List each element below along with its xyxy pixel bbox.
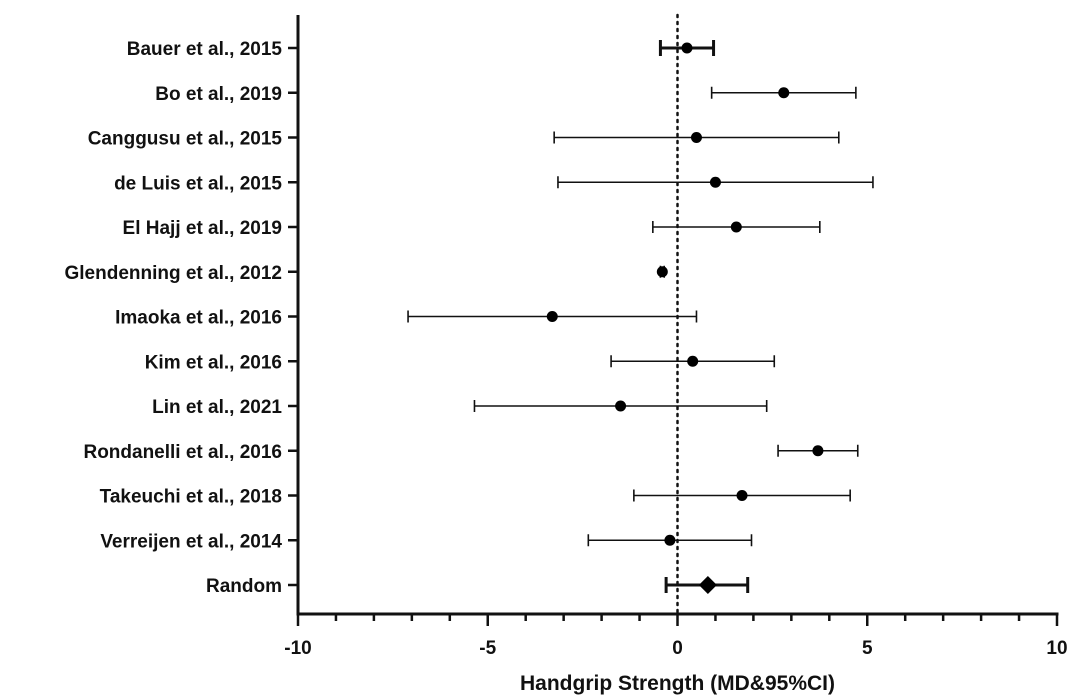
effect-point <box>812 445 824 457</box>
study-label: Lin et al., 2021 <box>152 397 282 418</box>
pooled-diamond <box>698 576 717 594</box>
effect-point <box>778 87 790 99</box>
x-tick-label: -10 <box>284 638 311 659</box>
study-label: de Luis et al., 2015 <box>114 173 282 194</box>
study-label: Kim et al., 2016 <box>145 352 282 373</box>
study-label: Canggusu et al., 2015 <box>88 129 283 150</box>
effect-point <box>615 400 627 412</box>
study-label: Verreijen et al., 2014 <box>100 531 282 552</box>
effect-point <box>690 132 702 143</box>
effect-point <box>736 490 748 501</box>
effect-point <box>681 42 693 54</box>
x-tick-label: 0 <box>672 638 683 659</box>
effect-point <box>709 176 721 188</box>
x-tick-label: -5 <box>479 638 496 659</box>
study-label: Imaoka et al., 2016 <box>115 308 282 329</box>
study-label: Bo et al., 2019 <box>155 84 282 105</box>
x-tick-label: 10 <box>1046 638 1067 659</box>
study-label: El Hajj et al., 2019 <box>123 218 282 239</box>
effect-point <box>687 355 699 367</box>
effect-point <box>656 266 668 278</box>
effect-point <box>730 221 742 233</box>
study-label: Bauer et al., 2015 <box>127 39 283 60</box>
study-label: Glendenning et al., 2012 <box>64 263 282 284</box>
pooled-label: Random <box>206 576 282 597</box>
x-axis-title: Handgrip Strength (MD&95%CI) <box>520 672 835 695</box>
effect-point <box>546 311 558 322</box>
study-label: Takeuchi et al., 2018 <box>100 487 282 508</box>
study-label: Rondanelli et al., 2016 <box>83 442 282 463</box>
effect-point <box>664 534 676 546</box>
x-tick-label: 5 <box>862 638 873 659</box>
